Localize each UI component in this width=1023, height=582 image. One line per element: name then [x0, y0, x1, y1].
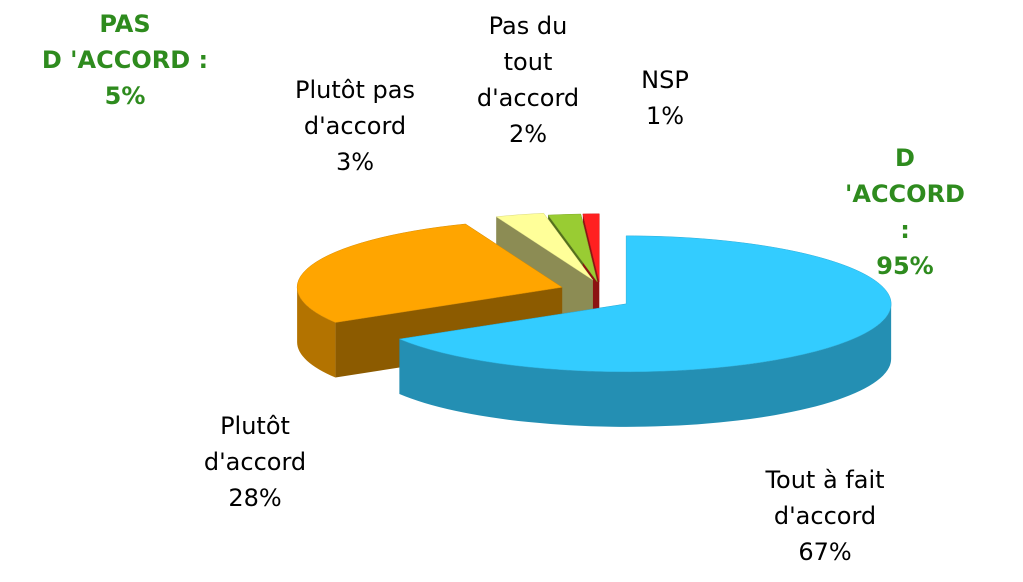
slice-wall [399, 303, 892, 427]
category-label: Plutôt pas d'accord [295, 76, 415, 140]
slice-wall [297, 287, 336, 378]
slice [547, 213, 598, 283]
value-label: 3% [335, 148, 375, 176]
category-label: NSP [641, 66, 689, 94]
value-label: 2% [508, 120, 548, 148]
category-label: Tout à fait d'accord [765, 466, 885, 530]
slice [296, 223, 563, 323]
value-label: 1% [645, 102, 685, 130]
annotation: D 'ACCORD : 95% [845, 144, 965, 280]
slice [398, 235, 892, 373]
slice [582, 213, 600, 282]
value-label: 67% [798, 538, 852, 566]
category-label: Pas du tout d'accord [476, 12, 580, 112]
slice-label: NSP 1% [605, 62, 725, 134]
category-label: Plutôt d'accord [203, 412, 307, 476]
slice-label: Tout à fait d'accord 67% [725, 462, 925, 570]
slice [495, 212, 594, 281]
slice-label: Plutôt pas d'accord 3% [265, 72, 445, 180]
slice-label: Pas du tout d'accord 2% [448, 8, 608, 152]
value-label: 28% [228, 484, 282, 512]
annotation: PAS D 'ACCORD : 5% [41, 10, 209, 110]
slice-label: Plutôt d'accord 28% [165, 408, 345, 516]
